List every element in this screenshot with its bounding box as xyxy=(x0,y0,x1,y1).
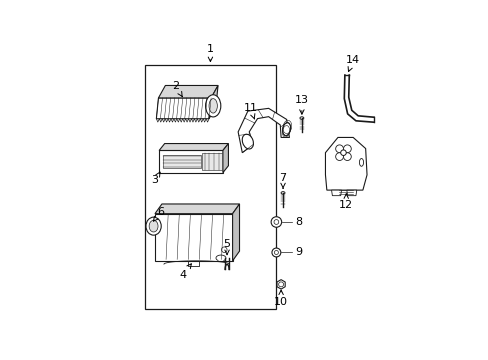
Polygon shape xyxy=(223,144,228,173)
Polygon shape xyxy=(325,138,366,190)
Polygon shape xyxy=(155,204,239,214)
Text: 1: 1 xyxy=(206,44,213,62)
Polygon shape xyxy=(346,190,356,196)
Ellipse shape xyxy=(205,95,221,117)
Polygon shape xyxy=(155,214,232,261)
Circle shape xyxy=(340,150,346,156)
Ellipse shape xyxy=(343,153,350,161)
Bar xyxy=(163,155,200,168)
Text: 6: 6 xyxy=(153,207,163,221)
Polygon shape xyxy=(232,204,239,261)
Text: 14: 14 xyxy=(346,55,360,72)
Circle shape xyxy=(273,220,278,224)
Text: 2: 2 xyxy=(172,81,182,96)
Circle shape xyxy=(270,217,281,227)
Text: 4: 4 xyxy=(179,264,191,280)
Text: 11: 11 xyxy=(243,103,257,119)
Ellipse shape xyxy=(282,122,290,136)
Polygon shape xyxy=(158,85,218,98)
Circle shape xyxy=(221,247,226,252)
Polygon shape xyxy=(159,150,223,173)
Ellipse shape xyxy=(146,217,161,235)
Text: 7: 7 xyxy=(279,173,286,188)
Text: 5: 5 xyxy=(223,239,230,255)
Circle shape xyxy=(278,282,283,287)
Polygon shape xyxy=(159,144,228,150)
Ellipse shape xyxy=(343,145,350,153)
Text: 10: 10 xyxy=(274,290,287,307)
Polygon shape xyxy=(331,190,341,196)
Text: 9: 9 xyxy=(294,247,302,257)
Polygon shape xyxy=(238,108,289,153)
Circle shape xyxy=(274,251,278,255)
Ellipse shape xyxy=(281,192,285,194)
Ellipse shape xyxy=(208,99,217,113)
Circle shape xyxy=(271,248,280,257)
Bar xyxy=(145,66,275,309)
Ellipse shape xyxy=(335,153,343,161)
Ellipse shape xyxy=(149,220,158,232)
Ellipse shape xyxy=(299,117,303,119)
Text: 13: 13 xyxy=(294,95,308,114)
Polygon shape xyxy=(277,280,285,289)
Ellipse shape xyxy=(359,158,363,166)
Text: 12: 12 xyxy=(339,194,353,210)
Ellipse shape xyxy=(335,145,343,153)
Text: 8: 8 xyxy=(294,217,302,227)
Polygon shape xyxy=(156,98,211,119)
Text: 3: 3 xyxy=(151,172,160,185)
Bar xyxy=(202,153,221,170)
Ellipse shape xyxy=(242,134,253,149)
Polygon shape xyxy=(208,85,218,119)
